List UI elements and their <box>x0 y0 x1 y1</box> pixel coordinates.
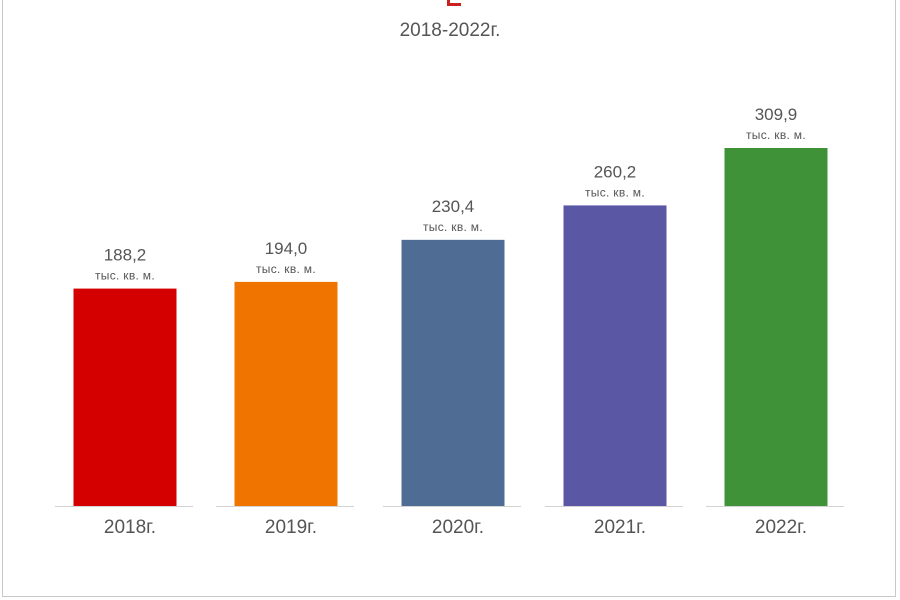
data-label: 309,9 <box>755 105 798 124</box>
chart-subtitle: 2018-2022г. <box>399 20 501 41</box>
unit-label: тыс. кв. м. <box>423 220 483 234</box>
bar <box>401 239 505 507</box>
data-label: 188,2 <box>104 246 147 265</box>
category-label: 2020г. <box>432 517 484 538</box>
category-label: 2021г. <box>594 517 646 538</box>
unit-label: тыс. кв. м. <box>95 269 155 283</box>
category-label: 2019г. <box>265 517 317 538</box>
data-label: 230,4 <box>432 197 475 216</box>
unit-label: тыс. кв. м. <box>256 262 316 276</box>
bar <box>563 205 667 506</box>
unit-label: тыс. кв. м. <box>746 128 806 142</box>
bar <box>724 148 828 506</box>
unit-label: тыс. кв. м. <box>585 185 645 199</box>
category-label: 2022г. <box>755 517 807 538</box>
data-label: 194,0 <box>265 239 308 258</box>
title-fragment <box>447 0 461 6</box>
bar <box>73 288 177 506</box>
category-label: 2018г. <box>104 517 156 538</box>
data-label: 260,2 <box>594 162 637 181</box>
bar <box>234 281 338 506</box>
